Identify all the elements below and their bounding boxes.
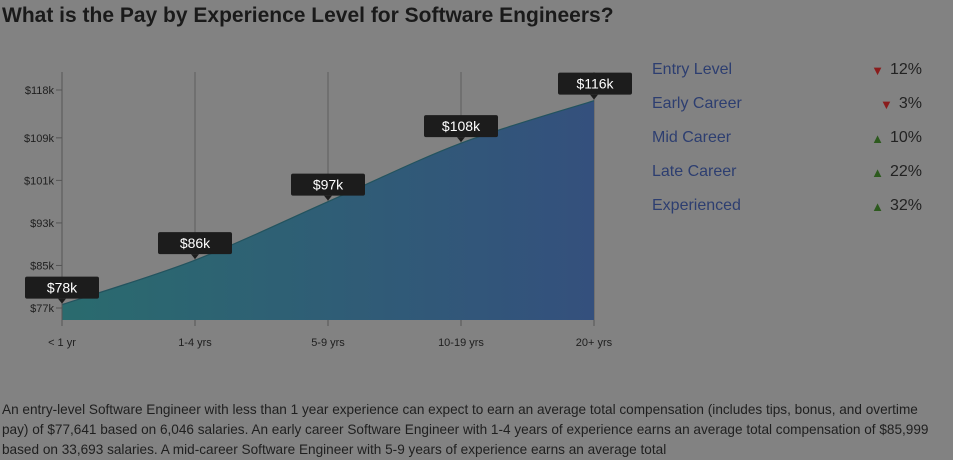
legend-change: ▲ 10% bbox=[871, 129, 922, 147]
data-label-2: $97k bbox=[291, 173, 365, 201]
legend-label: Entry Level bbox=[652, 61, 733, 78]
x-tick-label: 1-4 yrs bbox=[178, 337, 212, 349]
legend-label: Late Career bbox=[652, 163, 737, 180]
x-tick-label: 10-19 yrs bbox=[438, 337, 484, 349]
data-label-text: $97k bbox=[313, 177, 344, 193]
data-label-box bbox=[558, 72, 632, 95]
x-tick-label: 5-9 yrs bbox=[311, 337, 345, 349]
legend-label: Early Career bbox=[652, 95, 742, 112]
change-value: 10% bbox=[889, 129, 922, 146]
data-label-pointer bbox=[457, 137, 465, 143]
triangle-down-icon: ▼ bbox=[871, 62, 884, 78]
legend-item-late-career: Late Career ▲ 22% bbox=[652, 163, 922, 197]
legend-item-early-career: Early Career ▼ 3% bbox=[652, 95, 922, 129]
data-label-text: $108k bbox=[442, 118, 481, 134]
legend-label: Experienced bbox=[652, 197, 741, 214]
change-value: 3% bbox=[898, 95, 922, 112]
legend-change: ▼ 12% bbox=[871, 61, 922, 79]
triangle-down-icon: ▼ bbox=[880, 96, 893, 112]
data-label-text: $78k bbox=[47, 280, 78, 296]
legend-item-experienced: Experienced ▲ 32% bbox=[652, 197, 922, 231]
legend-item-mid-career: Mid Career ▲ 10% bbox=[652, 129, 922, 163]
description-text: An entry-level Software Engineer with le… bbox=[2, 402, 929, 457]
x-tick-label: < 1 yr bbox=[48, 337, 76, 349]
data-label-box bbox=[291, 173, 365, 196]
data-label-pointer bbox=[324, 195, 332, 201]
data-label-box bbox=[424, 115, 498, 138]
y-tick-label: $118k bbox=[25, 85, 55, 97]
salary-area bbox=[62, 100, 594, 320]
data-label-pointer bbox=[191, 254, 199, 260]
legend-change: ▼ 3% bbox=[880, 95, 922, 113]
data-label-0: $78k bbox=[25, 276, 99, 304]
experience-legend: Entry Level ▼ 12% Early Career ▼ 3% Mid … bbox=[652, 61, 922, 231]
data-label-4: $116k bbox=[558, 72, 632, 100]
data-label-pointer bbox=[590, 94, 598, 100]
triangle-up-icon: ▲ bbox=[871, 164, 884, 180]
data-label-1: $86k bbox=[158, 232, 232, 260]
data-label-text: $116k bbox=[576, 76, 614, 92]
salary-line bbox=[61, 100, 595, 306]
y-tick-label: $85k bbox=[30, 260, 54, 272]
page-title: What is the Pay by Experience Level for … bbox=[2, 4, 614, 27]
legend-change: ▲ 32% bbox=[871, 197, 922, 215]
triangle-up-icon: ▲ bbox=[871, 130, 884, 146]
y-tick-label: $109k bbox=[24, 133, 54, 145]
data-label-3: $108k bbox=[424, 115, 498, 143]
change-value: 32% bbox=[889, 197, 922, 214]
data-label-box bbox=[158, 232, 232, 255]
data-label-box bbox=[25, 276, 99, 299]
legend-item-entry-level: Entry Level ▼ 12% bbox=[652, 61, 922, 95]
y-tick-label: $101k bbox=[24, 175, 54, 187]
data-label-pointer bbox=[58, 298, 66, 304]
change-value: 22% bbox=[889, 163, 922, 180]
y-tick-label: $77k bbox=[30, 303, 54, 315]
legend-change: ▲ 22% bbox=[871, 163, 922, 181]
x-tick-label: 20+ yrs bbox=[576, 337, 613, 349]
y-tick-label: $93k bbox=[30, 218, 54, 230]
change-value: 12% bbox=[889, 61, 922, 78]
pay-by-experience-chart: < 1 yr 1-4 yrs 5-9 yrs 10-19 yrs 20+ yrs $77k… bbox=[24, 72, 632, 349]
triangle-up-icon: ▲ bbox=[871, 198, 884, 214]
legend-label: Mid Career bbox=[652, 129, 732, 146]
data-label-text: $86k bbox=[180, 235, 211, 251]
